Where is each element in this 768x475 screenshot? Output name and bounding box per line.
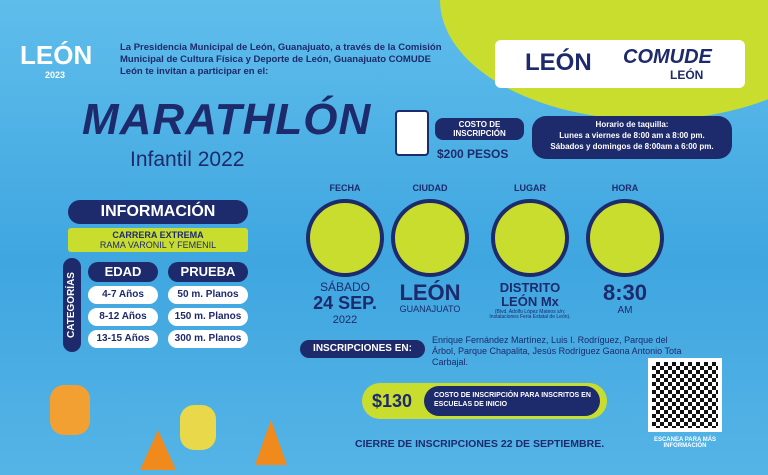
table-cell: 8-12 Años	[88, 308, 158, 326]
detail: HORA 8:30 AM	[580, 183, 670, 316]
table-cell: 150 m. Planos	[168, 308, 248, 326]
detail: LUGAR DISTRITO LEÓN Mx (Blvd. Adolfo López …	[485, 183, 575, 321]
partner-logo: LEÓN	[525, 49, 592, 76]
partner-box: LEÓN COMUDE LEÓN	[495, 40, 745, 88]
cone	[255, 420, 287, 465]
runner	[50, 385, 90, 435]
table-header: EDAD	[88, 262, 158, 282]
table-cell: 50 m. Planos	[168, 286, 248, 304]
info-race: CARRERA EXTREMA RAMA VARONIL Y FEMENIL	[68, 228, 248, 252]
schedule-line: Lunes a viernes de 8:00 am a 8:00 pm.	[559, 131, 705, 140]
detail-icon	[306, 199, 384, 277]
detail: CIUDAD LEÓN GUANAJUATO	[385, 183, 475, 315]
detail-label: FECHA	[329, 183, 361, 193]
detail-line: 8:30	[602, 280, 648, 305]
detail-line: LEÓN Mx	[501, 294, 559, 310]
partner-logo-sub: LEÓN	[670, 68, 704, 82]
discount-text: COSTO DE INSCRIPCIÓN PARA INSCRITOS EN E…	[424, 386, 600, 416]
detail-label: LUGAR	[514, 183, 546, 193]
detail-line: GUANAJUATO	[399, 304, 461, 315]
cone	[140, 430, 176, 470]
detail-line: AM	[617, 305, 633, 317]
detail: FECHA SÁBADO 24 SEP. 2022	[300, 183, 390, 326]
info-title: INFORMACIÓN	[68, 200, 248, 224]
detail-line: (Blvd. Adolfo López Mateos s/n; Instalac…	[489, 308, 571, 321]
schedule-title: Horario de taquilla:	[595, 120, 669, 129]
detail-label: CIUDAD	[412, 183, 448, 193]
subtitle: Infantil 2022	[130, 148, 245, 171]
title: MARATHLÓN	[82, 95, 372, 144]
detail-icon	[391, 199, 469, 277]
discount: $130 COSTO DE INSCRIPCIÓN PARA INSCRITOS…	[362, 383, 607, 419]
partner-logo: COMUDE	[623, 46, 712, 68]
schedule-line: Sábados y domingos de 8:00am a 6:00 pm.	[550, 142, 714, 151]
cost-value: $200 PESOS	[437, 147, 509, 161]
detail-line: LEÓN	[399, 280, 461, 305]
closing: CIERRE DE INSCRIPCIONES 22 DE SEPTIEMBRE…	[355, 438, 605, 450]
detail-line: 2022	[332, 313, 358, 326]
intro: La Presidencia Municipal de León, Guanaj…	[120, 42, 442, 77]
registration-text: Enrique Fernández Martínez, Luis I. Rodr…	[432, 335, 682, 367]
discount-price: $130	[372, 391, 413, 411]
branch: RAMA VARONIL Y FEMENIL	[99, 240, 217, 250]
form-icon	[395, 110, 429, 156]
detail-icon	[491, 199, 569, 277]
detail-label: HORA	[611, 183, 639, 193]
schedule: Horario de taquilla: Lunes a viernes de …	[532, 116, 732, 159]
qr-code	[648, 358, 722, 432]
qr-caption: ESCANEA PARA MÁS INFORMACIÓN	[653, 437, 717, 449]
categories-label: CATEGORÍAS	[63, 258, 81, 352]
race: CARRERA EXTREMA	[112, 230, 204, 240]
runner	[180, 405, 216, 450]
table-cell: 4-7 Años	[88, 286, 158, 304]
logo-year: 2023	[45, 70, 66, 80]
cost-label: COSTO DE INSCRIPCIÓN	[435, 118, 524, 140]
detail-line: SÁBADO	[319, 280, 370, 294]
logo: LEÓN	[20, 40, 93, 70]
table-cell: 13-15 Años	[88, 330, 158, 348]
table-cell: 300 m. Planos	[168, 330, 248, 348]
detail-line: DISTRITO	[499, 280, 561, 295]
detail-icon	[586, 199, 664, 277]
table-header: PRUEBA	[168, 262, 248, 282]
detail-line: 24 SEP.	[313, 293, 377, 314]
registration-label: INSCRIPCIONES EN:	[300, 340, 425, 358]
